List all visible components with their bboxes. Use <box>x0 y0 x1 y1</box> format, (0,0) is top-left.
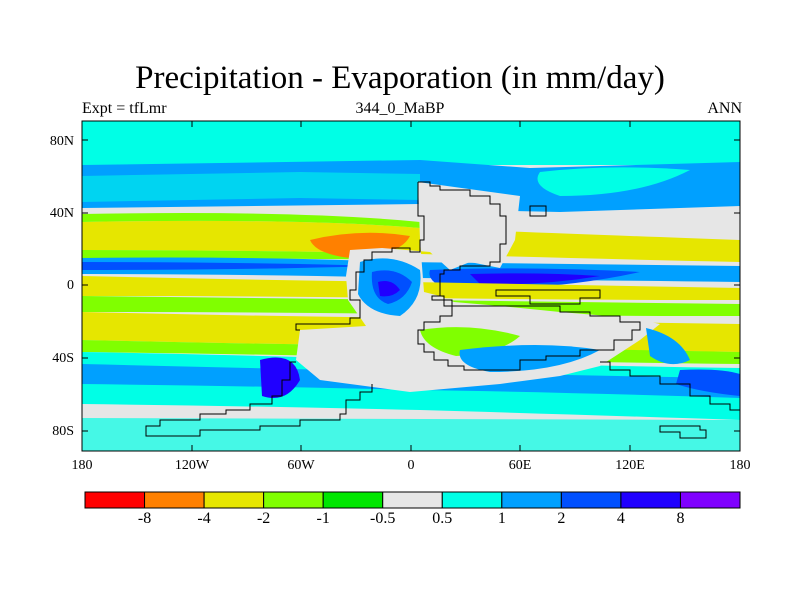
colorbar-swatch <box>322 491 384 509</box>
colorbar-tick-label: 0.5 <box>432 510 453 527</box>
colorbar-swatch <box>560 491 622 509</box>
contour-field <box>82 121 740 451</box>
colorbar-swatch <box>84 491 146 509</box>
colorbar-swatch <box>144 491 205 509</box>
lat-label-40n: 40N <box>49 206 74 221</box>
colorbar-tick-label: 8 <box>676 510 685 527</box>
colorbar-tick-label: 1 <box>497 510 506 527</box>
colorbar-tick-label: -2 <box>256 510 271 527</box>
colorbar-swatch <box>203 491 265 509</box>
period-label: 344_0_MaBP <box>355 100 445 117</box>
contour-north-jet-cyan <box>82 172 420 202</box>
colorbar-tick-label: -4 <box>197 510 211 527</box>
lat-label-eq: 0 <box>67 278 74 293</box>
colorbar-swatch <box>382 491 443 509</box>
contour-subtropic-north-yellow <box>82 220 740 262</box>
lon-label-0: 0 <box>407 458 415 473</box>
lat-label-80n: 80N <box>49 134 74 149</box>
landmass-laurasia <box>296 182 660 392</box>
colorbar-tick-label: -0.5 <box>370 510 396 527</box>
season-label: ANN <box>707 100 742 117</box>
colorbar <box>84 491 741 509</box>
colorbar-swatch <box>679 491 741 509</box>
lat-label-40s: 40S <box>52 351 74 366</box>
lon-label-120w: 120W <box>174 458 210 473</box>
colorbar-swatch <box>620 491 681 509</box>
colorbar-tick-label: -1 <box>316 510 330 527</box>
colorbar-swatch <box>263 491 324 509</box>
coastline-outlines <box>145 181 740 439</box>
lon-label-180w: 180 <box>71 458 93 473</box>
experiment-label: Expt = tfLmr <box>82 100 167 117</box>
colorbar-swatch <box>501 491 562 509</box>
lon-label-60e: 60E <box>508 458 532 473</box>
map-frame <box>81 120 741 452</box>
map-title: Precipitation - Evaporation (in mm/day) <box>135 60 665 96</box>
lon-label-60w: 60W <box>287 458 315 473</box>
lon-label-120e: 120E <box>615 458 645 473</box>
colorbar-swatch <box>441 491 503 509</box>
lat-label-80s: 80S <box>52 424 74 439</box>
colorbar-tick-label: 4 <box>616 510 625 527</box>
colorbar-tick-label: -8 <box>137 510 152 527</box>
lon-label-180e: 180 <box>729 458 751 473</box>
contour-arctic-band <box>82 121 740 165</box>
colorbar-tick-label: 2 <box>557 510 566 527</box>
